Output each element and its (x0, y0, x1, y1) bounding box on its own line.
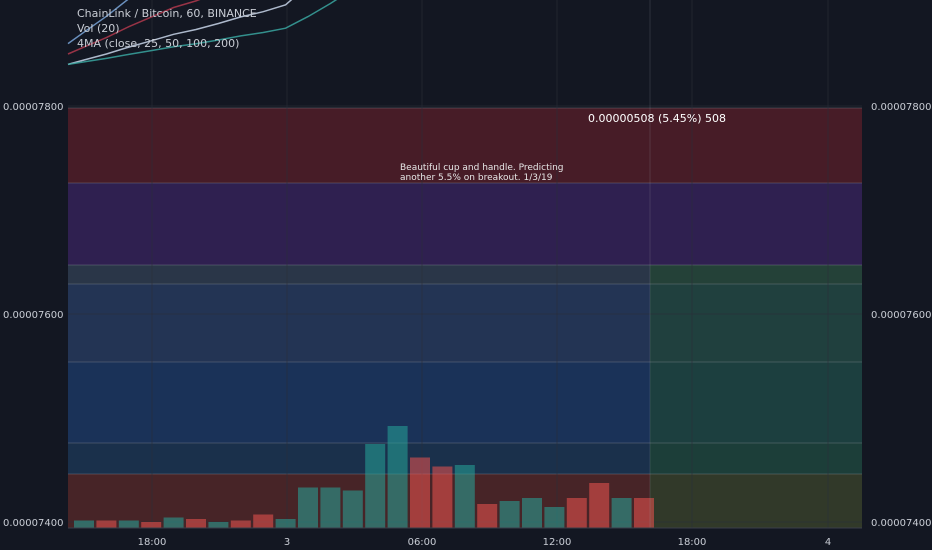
volume-bar (275, 519, 296, 528)
volume-bar (141, 522, 162, 528)
y-tick-label-left: 0.00007400 (3, 518, 63, 529)
volume-bar (634, 498, 654, 528)
y-tick-label-right: 0.00007400 (871, 518, 931, 529)
annotation-line-1: Beautiful cup and handle. Predicting (400, 163, 564, 173)
volume-bar (432, 466, 453, 528)
volume-bar (410, 457, 430, 528)
volume-bars (74, 426, 654, 528)
volume-bar (499, 501, 520, 528)
measure-label: 0.00000508 (5.45%) 508 (588, 112, 726, 125)
x-tick-label: 18:00 (138, 537, 167, 548)
fib-zone (68, 108, 862, 183)
volume-bar (522, 498, 542, 528)
moving-average-line (67, 0, 293, 66)
x-tick-label: 12:00 (543, 537, 572, 548)
volume-bar (454, 465, 475, 528)
volume-bar (253, 514, 274, 528)
volume-bar (208, 522, 229, 528)
x-tick-label: 4 (825, 537, 831, 548)
volume-bar (230, 520, 251, 528)
volume-bar (611, 498, 632, 528)
volume-bar (74, 520, 94, 528)
x-tick-label: 18:00 (678, 537, 707, 548)
price-axes[interactable]: 0.000106000.000106000.000104000.00010400… (3, 0, 931, 529)
volume-bar (387, 426, 408, 528)
volume-bar (342, 490, 363, 528)
moving-averages (67, 0, 338, 66)
y-tick-label-left: 0.00007800 (3, 102, 63, 113)
annotation-line-2: another 5.5% on breakout. 1/3/19 (400, 173, 553, 183)
projection-zone (650, 265, 862, 528)
x-tick-label: 06:00 (408, 537, 437, 548)
chart-legend[interactable]: ChainLink / Bitcoin, 60, BINANCE Vol (20… (77, 6, 257, 51)
volume-bar (118, 520, 139, 528)
volume-indicator-label[interactable]: Vol (20) (77, 22, 120, 35)
volume-bar (544, 507, 565, 528)
time-axis[interactable]: 18:00 3 06:00 12:00 18:00 4 (68, 527, 862, 548)
ma-indicator-label[interactable]: 4MA (close, 25, 50, 100, 200) (77, 37, 240, 50)
moving-average-line (67, 0, 338, 66)
moving-average-line (67, 0, 201, 55)
y-tick-label-right: 0.00007600 (871, 310, 931, 321)
volume-bar (298, 487, 318, 528)
y-tick-label-left: 0.00007600 (3, 310, 63, 321)
volume-bar (589, 483, 610, 528)
symbol-title[interactable]: ChainLink / Bitcoin, 60, BINANCE (77, 7, 257, 20)
volume-bar (186, 519, 206, 528)
volume-bar (163, 517, 184, 528)
volume-bar (477, 504, 498, 528)
volume-bar (566, 498, 587, 528)
y-tick-label-right: 0.00007800 (871, 102, 931, 113)
volume-bar (96, 520, 117, 528)
x-tick-label: 3 (284, 537, 290, 548)
volume-bar (320, 487, 341, 528)
drawings: Beautiful cup and handle. Predictinganot… (400, 0, 726, 528)
fib-zone (68, 183, 862, 265)
volume-bar (365, 444, 386, 528)
